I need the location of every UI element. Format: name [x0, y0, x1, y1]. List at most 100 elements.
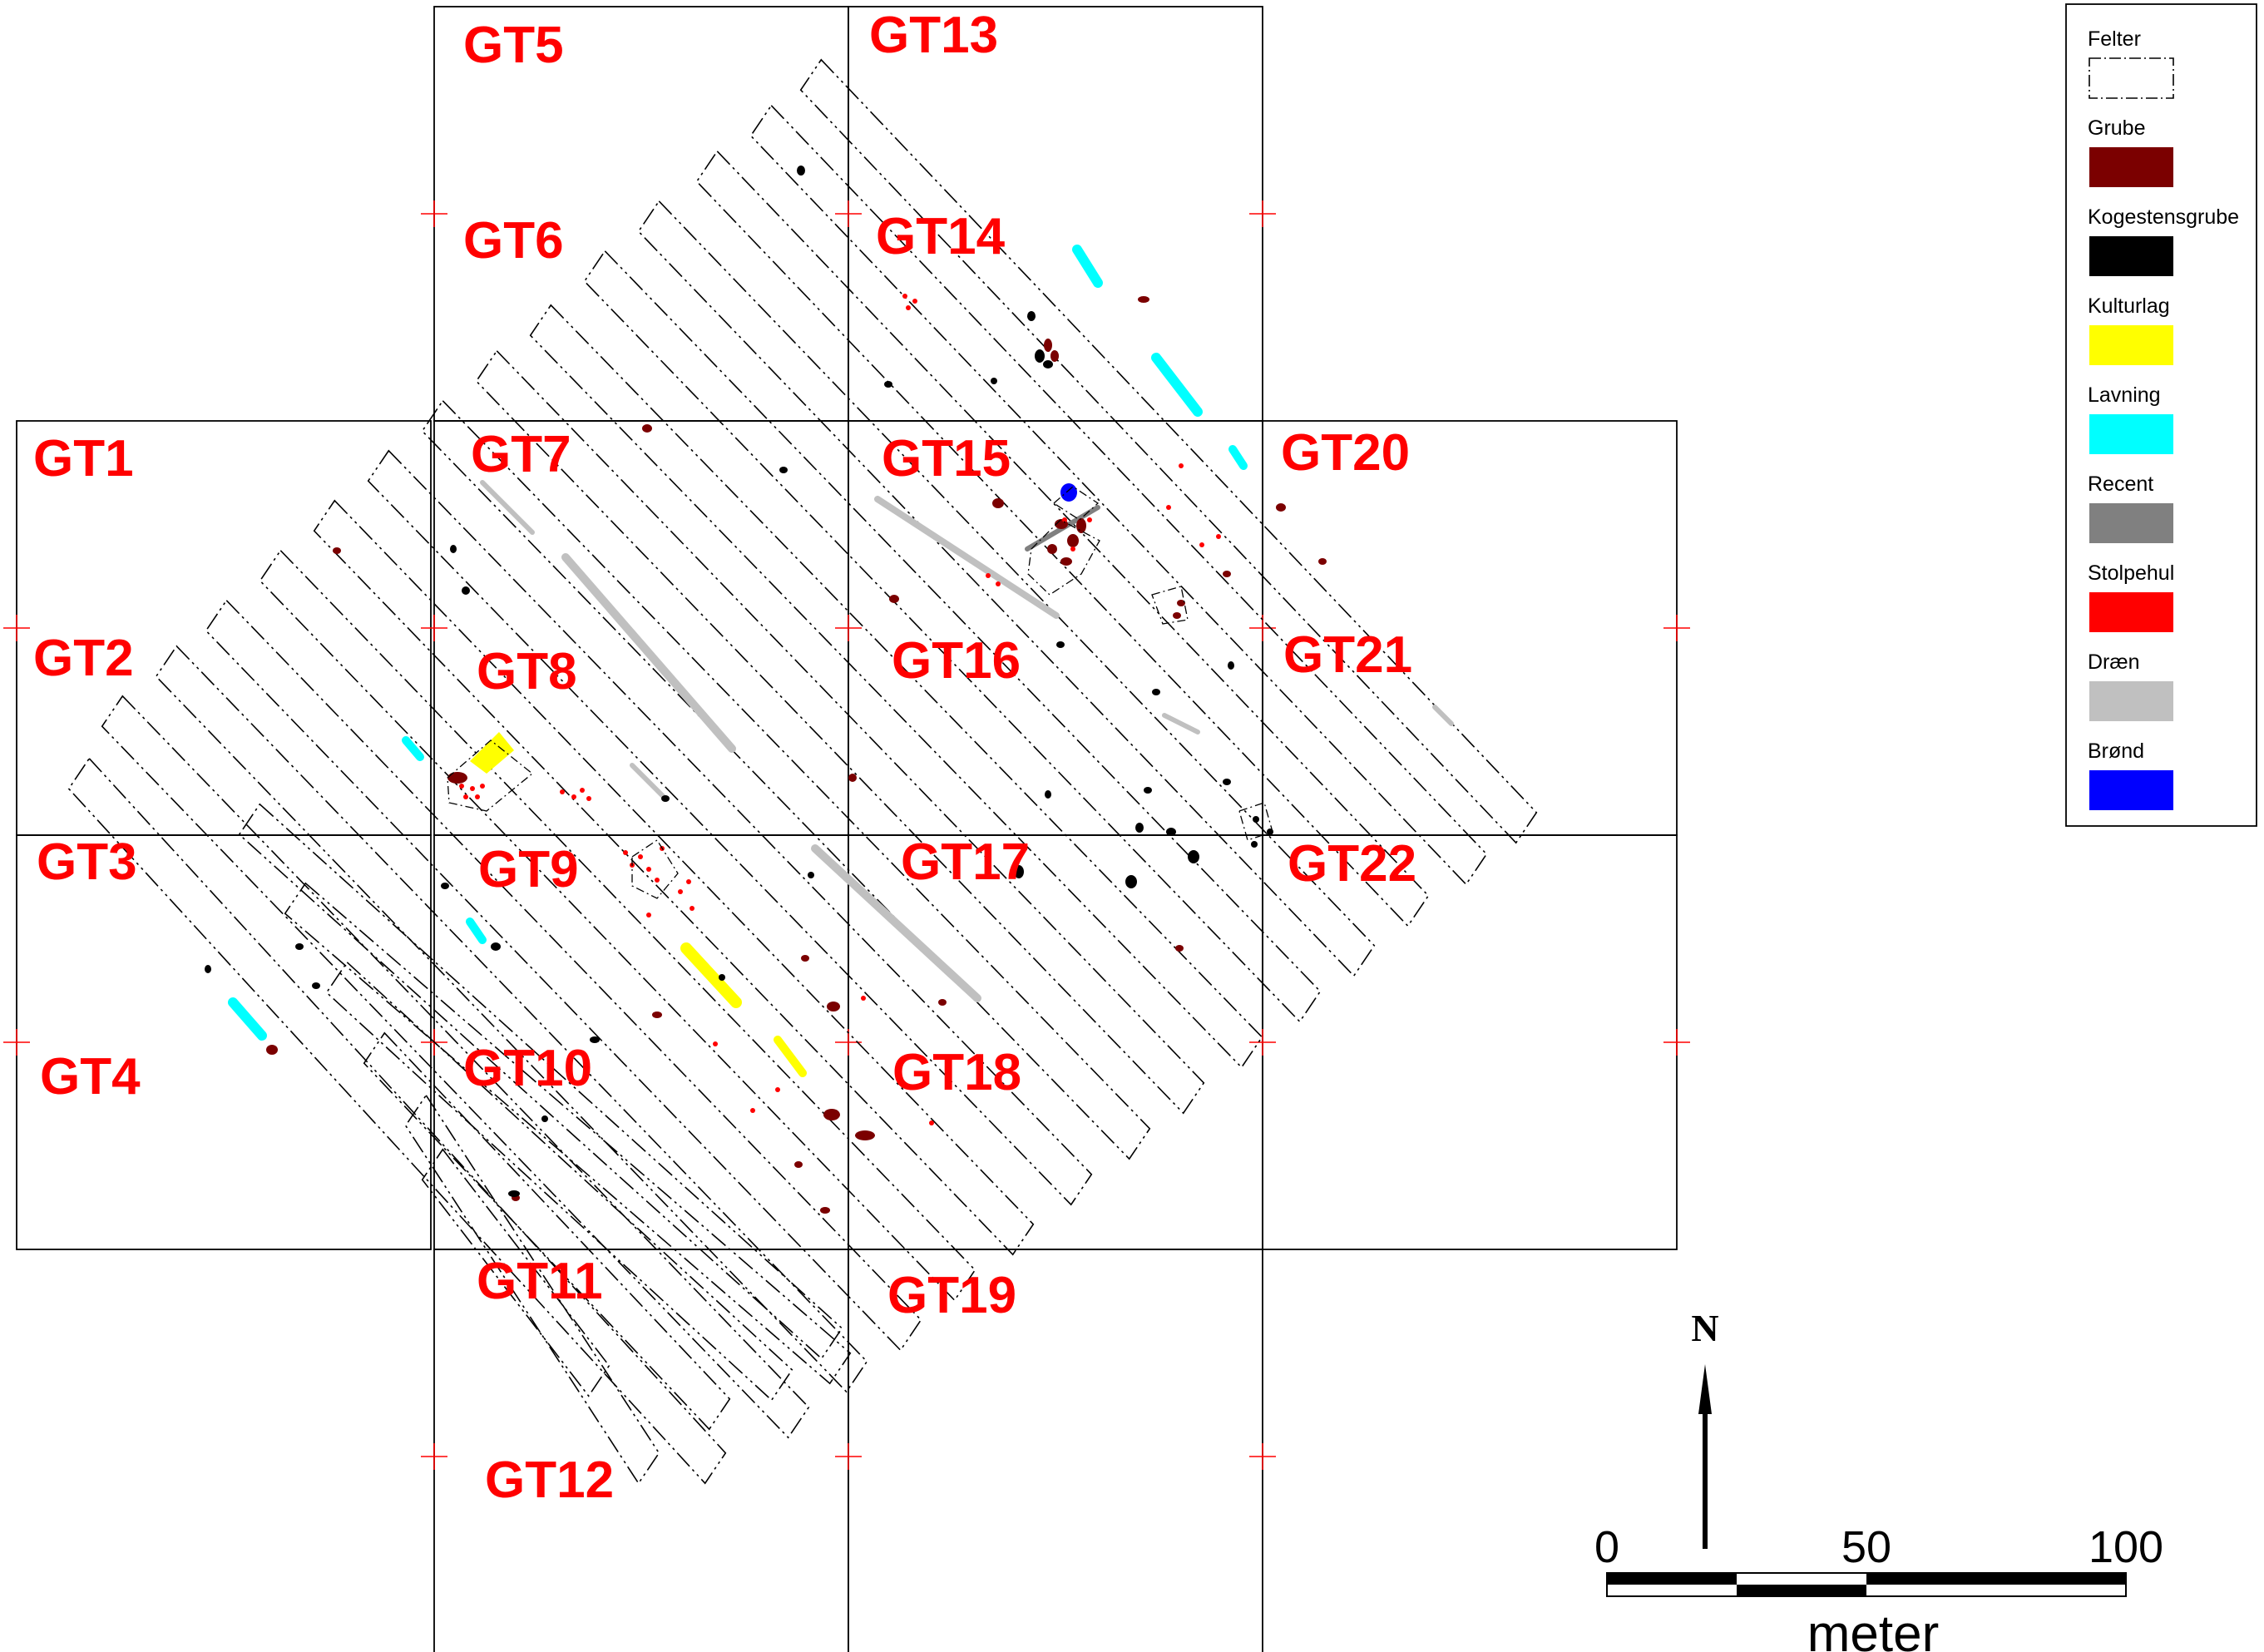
kogestensgrube-feature [295, 943, 304, 950]
north-arrow-icon [1698, 1364, 1712, 1549]
kogestensgrube-feature [808, 872, 814, 878]
legend-item-grube: Grube [2088, 116, 2173, 187]
grube-feature [992, 498, 1004, 508]
stolpehul-feature [470, 786, 475, 791]
grid-label-gt12: GT12 [485, 1452, 614, 1509]
house-outline [1052, 486, 1100, 521]
grid-label-gt21: GT21 [1283, 626, 1412, 684]
kogestensgrube-feature [205, 965, 211, 973]
grube-feature [889, 595, 899, 603]
stolpehul-feature [912, 299, 917, 304]
legend-item-label: Brønd [2088, 739, 2144, 763]
north-arrow: N [1691, 1307, 1719, 1549]
stolpehul-feature [1070, 547, 1075, 551]
stolpehul-feature [646, 867, 651, 872]
grid-cross [1249, 1029, 1276, 1056]
stolpehul-feature [1087, 517, 1092, 522]
grid-label-gt2: GT2 [33, 630, 134, 687]
stolpehul-feature [459, 784, 464, 789]
stolpehul-feature [646, 913, 651, 918]
grid-label-gt13: GT13 [869, 7, 998, 64]
kogestensgrube-feature [719, 974, 725, 981]
legend-item-label: Recent [2088, 472, 2153, 496]
kogestensgrube-feature [590, 1036, 600, 1043]
grid-cross [421, 615, 447, 641]
grube-feature [823, 1109, 840, 1120]
grid-label-gt6: GT6 [463, 212, 564, 270]
legend-swatch [2089, 414, 2173, 454]
house-outline [1238, 802, 1273, 841]
legend-item-label: Felter [2088, 27, 2141, 51]
grube-feature [642, 424, 652, 433]
grid-label-gt22: GT22 [1288, 835, 1416, 893]
drain-feature [874, 496, 1060, 619]
excavation-strip [313, 499, 1035, 1256]
lavning-feature [1228, 445, 1248, 470]
legend-item-recent: Recent [2088, 472, 2173, 543]
kogestensgrube-feature [462, 586, 470, 595]
grid-label-gt14: GT14 [876, 208, 1006, 265]
scale-segment [1607, 1573, 1737, 1585]
kogestensgrube-feature [1056, 641, 1065, 648]
grube-feature [1067, 534, 1079, 547]
stolpehul-feature [475, 794, 480, 799]
grid-label-gt5: GT5 [463, 17, 564, 74]
legend-swatch [2089, 57, 2174, 99]
excavation-strip [367, 449, 1093, 1206]
stolpehul-feature [996, 581, 1001, 586]
grube-feature [1175, 945, 1184, 952]
grube-feature [1047, 544, 1057, 554]
kogestensgrube-feature [1253, 816, 1259, 823]
stolpehul-feature [861, 996, 866, 1001]
kogestensgrube-feature [1045, 790, 1051, 799]
excavation-strip [238, 803, 843, 1360]
stolpehul-feature [690, 906, 695, 911]
grid-cross [1249, 615, 1276, 641]
grid-cross [1663, 615, 1690, 641]
kogestensgrube-feature [1043, 360, 1053, 368]
house-outline [447, 739, 534, 812]
excavation-strip [749, 104, 1488, 886]
grid-cross [1249, 200, 1276, 227]
excavation-strip [421, 399, 1151, 1160]
grube-feature [1076, 518, 1086, 533]
stolpehul-feature [586, 796, 591, 801]
grid-label-gt15: GT15 [882, 430, 1011, 487]
grid-label-gt17: GT17 [901, 833, 1030, 891]
kogestensgrube-feature [661, 795, 670, 802]
lavning-feature [466, 918, 487, 944]
excavation-strip [583, 250, 1322, 1023]
stolpehul-feature [986, 573, 991, 578]
kogestensgrube-feature [441, 883, 449, 889]
stolpehul-feature [775, 1087, 780, 1092]
legend-item-felter: Felter [2088, 27, 2174, 99]
legend-swatch [2089, 147, 2173, 187]
stolpehul-feature [1216, 534, 1221, 539]
stolpehul-feature [560, 789, 565, 794]
grid-label-gt4: GT4 [40, 1048, 141, 1105]
excavation-strip [259, 549, 976, 1302]
excavation-strip [475, 349, 1205, 1115]
legend-swatch [2089, 681, 2173, 721]
scale-tick-50: 50 [1841, 1522, 1891, 1572]
stolpehul-feature [655, 878, 660, 883]
lavning-feature [228, 997, 267, 1041]
drain-feature [1162, 713, 1200, 734]
kogestensgrube-feature [1135, 823, 1144, 833]
archaeological-features [205, 166, 1327, 1214]
excavation-strip [205, 599, 922, 1352]
excavation-strip [363, 1031, 731, 1431]
excavation-strip [67, 757, 727, 1485]
stolpehul-feature [480, 784, 485, 789]
legend-swatch [2089, 592, 2173, 632]
excavation-strips [67, 58, 1538, 1485]
kogestensgrube-feature [1166, 828, 1176, 836]
broend-feature [1060, 483, 1077, 502]
grid-cross [3, 1029, 30, 1056]
grid-label-gt8: GT8 [477, 643, 577, 700]
stolpehul-feature [463, 794, 468, 799]
legend-item-dræn: Dræn [2088, 650, 2173, 721]
kulturlag-feature [470, 732, 514, 774]
kulturlag-feature [774, 1036, 807, 1077]
stolpehul-feature [638, 854, 643, 859]
